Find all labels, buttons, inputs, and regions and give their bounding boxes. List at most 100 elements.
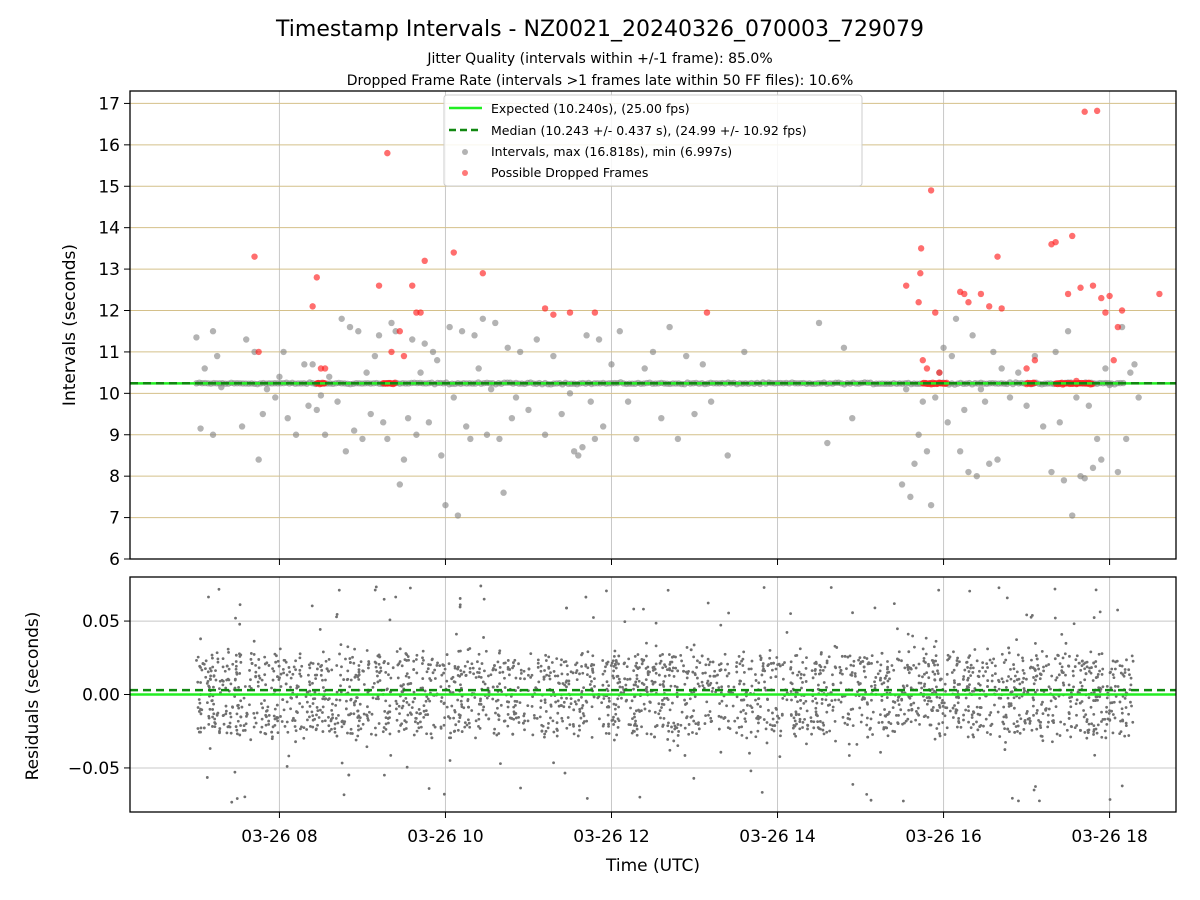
residual-point: [1058, 734, 1062, 737]
residual-point: [540, 729, 544, 733]
residual-point: [975, 705, 979, 709]
residual-point: [611, 659, 615, 663]
residual-point: [1005, 596, 1009, 600]
residual-point: [978, 696, 982, 700]
residual-point: [747, 667, 751, 671]
residual-point: [643, 707, 647, 711]
dropped-frame-point: [703, 309, 711, 316]
residual-point: [688, 697, 692, 701]
residual-point: [852, 659, 856, 663]
residual-point: [402, 699, 406, 703]
residual-point: [607, 699, 611, 703]
residual-point: [264, 723, 268, 727]
residual-point: [539, 699, 543, 703]
residual-point: [1004, 685, 1008, 689]
interval-point: [413, 431, 420, 438]
residual-point: [249, 678, 252, 682]
residual-point: [1032, 788, 1036, 792]
residual-point: [973, 648, 977, 651]
residual-point: [436, 661, 439, 665]
residual-point: [584, 663, 588, 667]
interval-point: [350, 427, 358, 434]
residual-point: [975, 659, 979, 663]
residual-point: [485, 696, 489, 700]
residual-point: [798, 717, 802, 721]
residual-point: [458, 605, 462, 609]
residual-point: [771, 711, 774, 715]
residual-point: [445, 705, 449, 709]
residual-point: [988, 713, 992, 717]
residual-point: [611, 674, 615, 678]
residual-point: [311, 725, 315, 729]
residual-point: [909, 686, 913, 690]
residual-point: [228, 711, 232, 715]
interval-point: [944, 419, 951, 426]
intervals-y-label: Intervals (seconds): [60, 244, 80, 406]
residual-point: [435, 664, 439, 667]
residual-point: [372, 682, 376, 685]
residual-point: [749, 730, 753, 734]
residual-point: [574, 702, 578, 706]
residual-point: [646, 673, 650, 677]
residual-point: [839, 681, 843, 685]
residual-point: [901, 799, 905, 803]
residual-point: [1089, 671, 1093, 675]
residual-point: [442, 792, 446, 796]
residual-point: [1129, 700, 1132, 704]
residual-point: [264, 715, 268, 719]
residual-point: [916, 706, 920, 710]
residual-point: [613, 649, 617, 653]
residual-point: [1080, 659, 1084, 663]
residual-point: [377, 722, 381, 725]
legend-dropped-swatch: [462, 170, 468, 176]
residual-point: [1039, 673, 1043, 676]
residual-point: [506, 659, 510, 662]
residual-point: [224, 712, 228, 716]
residual-point: [621, 685, 624, 689]
residual-point: [719, 623, 723, 627]
residual-point: [499, 703, 503, 707]
residual-point: [577, 724, 581, 728]
residual-point: [544, 729, 548, 733]
residual-point: [816, 687, 820, 691]
dropped-frame-point: [421, 257, 428, 265]
dropped-frame-point: [998, 305, 1005, 312]
residual-point: [847, 754, 851, 757]
residual-point: [799, 672, 803, 676]
residual-point: [282, 708, 286, 712]
residual-point: [543, 735, 546, 739]
residual-point: [339, 643, 343, 647]
interval-point: [463, 423, 470, 430]
residual-point: [413, 720, 417, 724]
residual-point: [547, 674, 551, 678]
residual-point: [849, 673, 853, 677]
residual-point: [687, 670, 690, 673]
residual-point: [676, 744, 680, 748]
residual-point: [890, 664, 894, 667]
residual-point: [482, 597, 486, 601]
chart-subtitle-jitter: Jitter Quality (intervals within +/-1 fr…: [426, 51, 772, 67]
residual-point: [875, 660, 879, 664]
residual-point: [776, 663, 780, 666]
residual-point: [501, 670, 505, 674]
residual-point: [419, 712, 422, 715]
residual-point: [885, 696, 889, 699]
residual-point: [668, 662, 672, 666]
residual-point: [460, 672, 463, 676]
residual-point: [1067, 716, 1071, 720]
residual-point: [978, 683, 982, 687]
residual-point: [829, 586, 833, 589]
residual-point: [221, 665, 225, 669]
residual-point: [535, 716, 539, 720]
residual-point: [321, 697, 325, 701]
residual-point: [929, 699, 933, 703]
residual-point: [421, 677, 425, 680]
residual-point: [522, 669, 526, 673]
residual-point: [278, 647, 282, 651]
residual-point: [283, 658, 287, 662]
residual-point: [429, 663, 432, 667]
residual-point: [691, 731, 694, 734]
residual-point: [445, 679, 449, 683]
residual-point: [1019, 717, 1023, 721]
residual-point: [912, 701, 916, 705]
